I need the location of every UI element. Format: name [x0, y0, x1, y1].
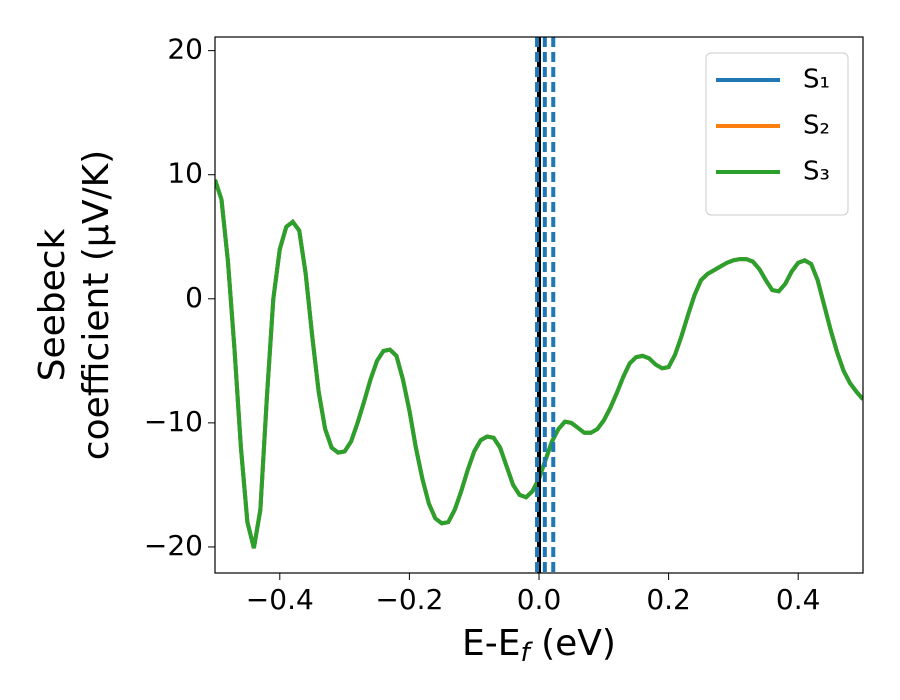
y-tick-label: −10 — [144, 405, 203, 438]
legend-label: S₂ — [803, 111, 830, 141]
x-tick-label: −0.2 — [375, 583, 443, 616]
legend-label: S₁ — [803, 65, 830, 95]
y-axis-label: Seebeck coefficient (μV/K) — [32, 150, 117, 460]
plot-frame — [214, 36, 864, 574]
x-tick-label: 0.2 — [646, 583, 691, 616]
x-tick-label: 0.4 — [776, 583, 821, 616]
y-tick-label: 0 — [185, 281, 203, 314]
y-tick-label: 10 — [167, 157, 203, 190]
y-tick-label: 20 — [167, 33, 203, 66]
x-label-unit: (eV) — [530, 623, 616, 664]
x-tick-label: −0.4 — [246, 583, 314, 616]
y-label-line: coefficient (μV/K) — [76, 150, 117, 460]
y-label-line: Seebeck — [32, 228, 73, 381]
legend-label: S₃ — [803, 157, 830, 187]
legend-box — [705, 52, 849, 216]
y-tick-label: −20 — [144, 529, 203, 562]
x-tick-label: 0.0 — [517, 583, 562, 616]
x-label-main: E-E — [462, 623, 520, 664]
x-axis-label: E-Ef (eV) — [462, 623, 616, 668]
legend: S₁ S₂ S₃ — [705, 52, 849, 216]
